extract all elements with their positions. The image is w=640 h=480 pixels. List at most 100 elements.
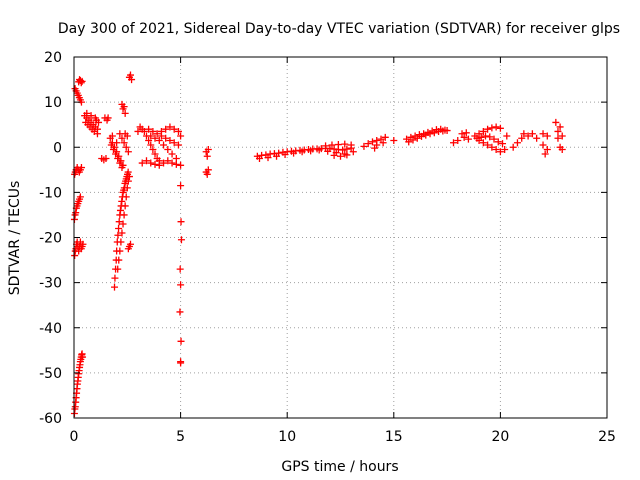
data-point <box>177 182 185 190</box>
x-tick-label: 10 <box>278 429 296 445</box>
data-point <box>119 220 127 228</box>
data-point <box>499 140 507 148</box>
data-point <box>147 132 155 140</box>
data-point <box>160 141 168 149</box>
data-point <box>509 143 517 151</box>
data-point <box>330 151 338 159</box>
y-tick-label: -10 <box>39 185 62 201</box>
data-point <box>203 170 211 178</box>
data-point <box>79 353 87 361</box>
data-point <box>539 130 547 138</box>
data-point <box>124 148 132 156</box>
data-point <box>93 130 101 138</box>
data-point <box>543 132 551 140</box>
x-tick-label: 5 <box>176 429 185 445</box>
data-point <box>121 202 129 210</box>
data-point <box>496 148 504 156</box>
data-point <box>114 265 122 273</box>
data-point <box>112 150 120 158</box>
data-point <box>83 109 91 117</box>
data-point <box>142 157 150 165</box>
data-point <box>298 148 306 156</box>
data-point <box>118 134 126 142</box>
data-point <box>115 224 123 232</box>
y-axis: -60 -50 -40 -30 -20 -10 0 10 20 <box>39 50 607 427</box>
data-point <box>124 168 132 176</box>
data-point <box>120 211 128 219</box>
data-point <box>115 218 123 226</box>
data-point <box>454 136 462 144</box>
data-point <box>518 134 526 142</box>
data-point <box>116 159 124 167</box>
data-point <box>264 154 272 162</box>
data-point <box>172 160 180 168</box>
data-point <box>177 359 185 367</box>
data-point <box>108 132 116 140</box>
data-point <box>174 141 182 149</box>
data-point <box>204 146 212 154</box>
data-point <box>413 134 421 142</box>
data-point <box>111 274 119 282</box>
data-point <box>121 109 129 117</box>
data-point <box>494 138 502 146</box>
data-point <box>151 134 159 142</box>
data-point <box>164 146 172 154</box>
data-point <box>118 229 126 237</box>
data-point <box>364 140 372 148</box>
data-point <box>422 131 430 139</box>
data-point <box>125 173 133 181</box>
data-point <box>541 150 549 158</box>
data-point <box>102 155 110 163</box>
data-point <box>177 218 185 226</box>
data-point <box>117 238 125 246</box>
data-point <box>172 155 180 163</box>
data-point <box>524 132 532 140</box>
data-point <box>349 148 357 156</box>
data-point <box>116 247 124 255</box>
chart-title: Day 300 of 2021, Sidereal Day-to-day VTE… <box>58 21 620 37</box>
data-point <box>520 130 528 138</box>
data-point <box>177 236 185 244</box>
data-point <box>554 127 562 135</box>
data-point <box>479 139 487 147</box>
data-point <box>390 136 398 144</box>
data-point <box>174 127 182 135</box>
data-point <box>162 134 170 142</box>
data-point <box>149 146 157 154</box>
x-axis-label: GPS time / hours <box>281 459 398 475</box>
data-point <box>126 71 134 79</box>
data-point <box>87 112 95 120</box>
data-point <box>77 164 85 172</box>
data-point <box>168 150 176 158</box>
data-point <box>443 127 451 135</box>
data-point <box>157 127 165 135</box>
data-point <box>118 164 126 172</box>
data-point <box>360 142 368 150</box>
data-point <box>324 147 332 155</box>
x-tick-label: 20 <box>491 429 509 445</box>
data-point <box>339 146 347 154</box>
data-point <box>95 118 103 126</box>
data-point <box>151 160 159 168</box>
data-point <box>147 141 155 149</box>
data-point <box>176 265 184 273</box>
y-tick-label: -60 <box>39 411 62 427</box>
data-point <box>120 139 128 147</box>
data-point <box>114 155 122 163</box>
data-point <box>488 143 496 151</box>
data-point <box>381 133 389 141</box>
y-tick-label: 10 <box>44 95 62 111</box>
data-point <box>501 146 509 154</box>
data-point <box>104 114 112 122</box>
data-point <box>458 130 466 138</box>
data-point <box>145 125 153 133</box>
data-point <box>111 283 119 291</box>
data-point <box>543 146 551 154</box>
data-point <box>337 152 344 160</box>
data-point <box>418 132 426 140</box>
data-point <box>473 134 481 142</box>
data-point <box>281 150 289 158</box>
data-point <box>481 132 489 140</box>
data-point <box>168 159 176 167</box>
